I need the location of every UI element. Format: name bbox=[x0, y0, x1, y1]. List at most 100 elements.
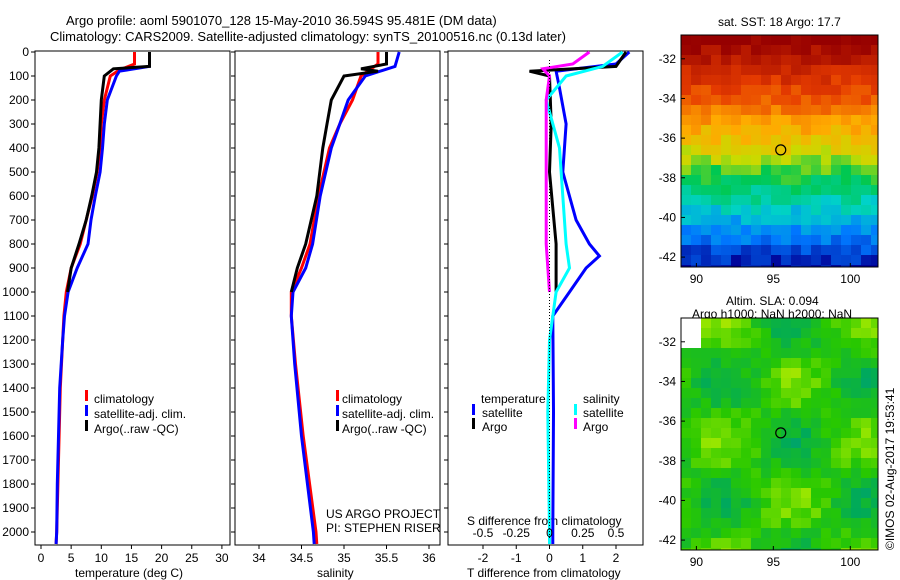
map-cell bbox=[811, 318, 821, 328]
map-cell bbox=[761, 418, 771, 428]
map-cell bbox=[791, 105, 801, 115]
map-cell bbox=[831, 125, 841, 135]
map-cell bbox=[781, 165, 791, 175]
map-cell bbox=[801, 538, 811, 548]
map-cell bbox=[721, 448, 731, 458]
map-cell bbox=[731, 215, 741, 225]
map-cell bbox=[701, 135, 711, 145]
float-position-marker bbox=[775, 144, 787, 156]
project-annotation: US ARGO PROJECT bbox=[326, 507, 441, 521]
map-cell bbox=[761, 438, 771, 448]
map-cell bbox=[831, 215, 841, 225]
map-cell bbox=[811, 195, 821, 205]
map-lon-label: 95 bbox=[767, 555, 781, 569]
legend3-sal-title: salinity bbox=[583, 392, 620, 406]
map-cell bbox=[701, 528, 711, 538]
map-cell bbox=[691, 338, 701, 348]
map-cell bbox=[731, 408, 741, 418]
map-cell bbox=[781, 245, 791, 255]
map-cell bbox=[861, 35, 871, 45]
map-cell bbox=[841, 318, 851, 328]
map-cell bbox=[791, 245, 801, 255]
map-cell bbox=[721, 135, 731, 145]
map-cell bbox=[781, 175, 791, 185]
map-cell bbox=[761, 195, 771, 205]
map-cell bbox=[721, 215, 731, 225]
x-tick-label: 2 bbox=[613, 551, 620, 565]
map-cell bbox=[791, 478, 801, 488]
map-cell bbox=[681, 215, 691, 225]
map-cell bbox=[841, 518, 851, 528]
map-cell bbox=[721, 65, 731, 75]
map-cell bbox=[721, 488, 731, 498]
map-cell bbox=[711, 265, 721, 267]
map-cell bbox=[831, 318, 841, 328]
map-cell bbox=[721, 358, 731, 368]
map-cell bbox=[791, 195, 801, 205]
map-cell bbox=[711, 175, 721, 185]
map-cell bbox=[721, 155, 731, 165]
map-cell bbox=[861, 95, 871, 105]
map-cell bbox=[791, 538, 801, 548]
map-cell bbox=[711, 338, 721, 348]
map-cell bbox=[841, 45, 851, 55]
map-cell bbox=[721, 35, 731, 45]
map-cell bbox=[681, 65, 691, 75]
y-tick-label: 200 bbox=[9, 93, 29, 107]
map-cell bbox=[871, 418, 878, 428]
sla-map bbox=[681, 318, 878, 550]
x-tick-label: 34 bbox=[252, 551, 266, 565]
map-cell bbox=[821, 528, 831, 538]
series-line-temperature-argo bbox=[529, 51, 628, 292]
map-cell bbox=[811, 538, 821, 548]
map-cell bbox=[781, 388, 791, 398]
map-cell bbox=[801, 85, 811, 95]
map-cell bbox=[841, 378, 851, 388]
map-cell bbox=[811, 498, 821, 508]
map-cell bbox=[791, 215, 801, 225]
map-cell bbox=[681, 528, 691, 538]
map-cell bbox=[731, 388, 741, 398]
map-cell bbox=[841, 255, 851, 265]
map-cell bbox=[841, 165, 851, 175]
map-cell bbox=[851, 368, 861, 378]
map-cell bbox=[751, 368, 761, 378]
map-cell bbox=[801, 155, 811, 165]
map-lon-label: 90 bbox=[690, 555, 704, 569]
map-cell bbox=[771, 75, 781, 85]
map-cell bbox=[691, 125, 701, 135]
map-cell bbox=[741, 478, 751, 488]
map-cell bbox=[841, 328, 851, 338]
map-cell bbox=[811, 348, 821, 358]
map-cell bbox=[681, 458, 691, 468]
map-cell bbox=[691, 538, 701, 548]
y-tick-label: 1200 bbox=[2, 333, 29, 347]
map-cell bbox=[701, 145, 711, 155]
map-cell bbox=[691, 448, 701, 458]
map-cell bbox=[681, 105, 691, 115]
map-cell bbox=[721, 225, 731, 235]
map-cell bbox=[831, 235, 841, 245]
map-cell bbox=[841, 438, 851, 448]
map-cell bbox=[871, 498, 878, 508]
map-cell bbox=[691, 175, 701, 185]
map-cell bbox=[741, 468, 751, 478]
map-cell bbox=[721, 265, 731, 267]
map-cell bbox=[691, 185, 701, 195]
map-cell bbox=[871, 538, 878, 548]
map-cell bbox=[851, 518, 861, 528]
map-cell bbox=[771, 225, 781, 235]
map-cell bbox=[691, 528, 701, 538]
map-cell bbox=[731, 145, 741, 155]
map-cell bbox=[811, 165, 821, 175]
series-line-satellite-adj-clim- bbox=[289, 51, 401, 545]
map-cell bbox=[721, 205, 731, 215]
map-cell bbox=[851, 35, 861, 45]
map-cell bbox=[831, 265, 841, 267]
map-cell bbox=[681, 155, 691, 165]
map-cell bbox=[751, 85, 761, 95]
map-cell bbox=[871, 155, 878, 165]
map-cell bbox=[821, 205, 831, 215]
map-cell bbox=[751, 35, 761, 45]
map-cell bbox=[801, 358, 811, 368]
